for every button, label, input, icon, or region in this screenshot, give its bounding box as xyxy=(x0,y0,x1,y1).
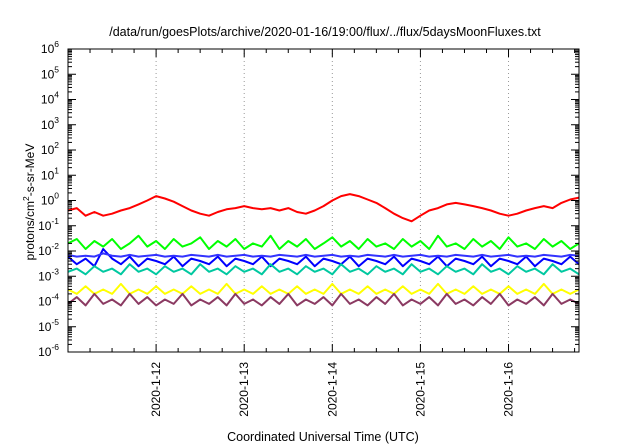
x-tick-label: 2020-1-15 xyxy=(413,362,427,417)
y-tick-label: 103 xyxy=(41,115,59,132)
series-line-2 xyxy=(67,234,580,250)
x-axis-label: Coordinated Universal Time (UTC) xyxy=(227,430,419,444)
y-tick-label: 100 xyxy=(41,191,59,208)
y-tick-label: 101 xyxy=(41,165,59,182)
x-tick-label: 2020-1-13 xyxy=(237,362,251,417)
series-line-5 xyxy=(67,263,580,276)
x-tick-label: 2020-1-14 xyxy=(325,362,339,417)
y-tick-label: 10-4 xyxy=(38,292,59,309)
chart-title: /data/run/goesPlots/archive/2020-01-16/1… xyxy=(109,25,541,39)
y-tick-label: 106 xyxy=(41,39,59,56)
series-layer xyxy=(67,193,580,307)
y-tick-label: 102 xyxy=(41,140,59,157)
series-line-4 xyxy=(67,252,580,258)
x-axis-ticks: 2020-1-12 2020-1-13 2020-1-14 2020-1-15 2020… xyxy=(89,49,576,417)
series-line-3 xyxy=(67,248,580,268)
grid-lines xyxy=(155,49,510,352)
series-line-1 xyxy=(67,193,580,223)
y-tick-label: 10-6 xyxy=(38,342,59,359)
y-tick-label: 104 xyxy=(41,90,59,107)
y-axis-ticks: 10-6 10-5 10-4 10-3 10-2 10-1 100 101 102 103 104 1… xyxy=(38,39,579,359)
y-tick-label: 10-2 xyxy=(38,241,59,258)
x-tick-label: 2020-1-12 xyxy=(149,362,163,417)
y-tick-label: 10-5 xyxy=(38,317,59,334)
y-tick-label: 10-3 xyxy=(38,266,59,283)
y-tick-label: 10-1 xyxy=(38,216,59,233)
x-tick-label: 2020-1-16 xyxy=(502,362,516,417)
series-line-7 xyxy=(67,292,580,307)
series-line-6 xyxy=(67,282,580,295)
y-axis-label: protons/cm2-s-sr-MeV xyxy=(21,144,37,261)
y-tick-label: 105 xyxy=(41,64,59,81)
